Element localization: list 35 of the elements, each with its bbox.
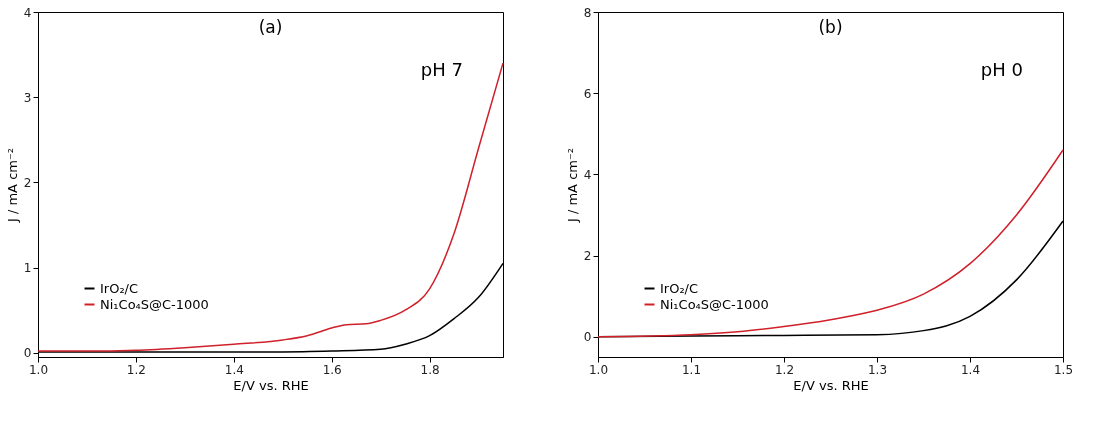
x-tick-label: 1.5 [1053,362,1074,377]
x-tick-label: 1.0 [588,362,609,377]
y-tick-label: 0 [583,330,592,345]
y-axis-title: J / mA cm⁻² [4,147,20,224]
y-tick-label: 1 [23,261,32,276]
x-axis-title: E/V vs. RHE [793,377,869,393]
legend-label: Ni₁Co₄S@C-1000 [660,296,769,312]
annotation: pH 7 [420,59,463,80]
legend-label: IrO₂/C [100,280,139,296]
line-series [597,149,1064,338]
y-tick-label: 4 [583,167,592,182]
y-axis-title: J / mA cm⁻² [564,147,580,224]
x-tick-label: 1.0 [28,362,49,377]
x-tick-label: 1.6 [322,362,342,377]
y-tick-label: 3 [23,90,32,105]
legend-label: Ni₁Co₄S@C-1000 [100,296,209,312]
x-axis-title: E/V vs. RHE [233,377,309,393]
y-tick-label: 8 [583,5,592,20]
chart-title: (b) [818,17,843,37]
line-series [37,62,504,352]
y-tick-label: 4 [23,5,32,20]
x-tick-label: 1.2 [126,362,146,377]
x-tick-label: 1.4 [960,362,981,377]
x-tick-label: 1.4 [224,362,244,377]
chart-title: (a) [258,17,283,37]
annotation: pH 0 [980,59,1023,80]
x-tick-label: 1.1 [681,362,702,377]
x-tick-label: 1.8 [420,362,440,377]
y-tick-label: 0 [23,346,32,361]
legend-label: IrO₂/C [660,280,699,296]
x-tick-label: 1.2 [774,362,795,377]
y-tick-label: 6 [583,86,592,101]
y-tick-label: 2 [23,175,32,190]
x-tick-label: 1.3 [867,362,888,377]
y-tick-label: 2 [583,249,592,264]
